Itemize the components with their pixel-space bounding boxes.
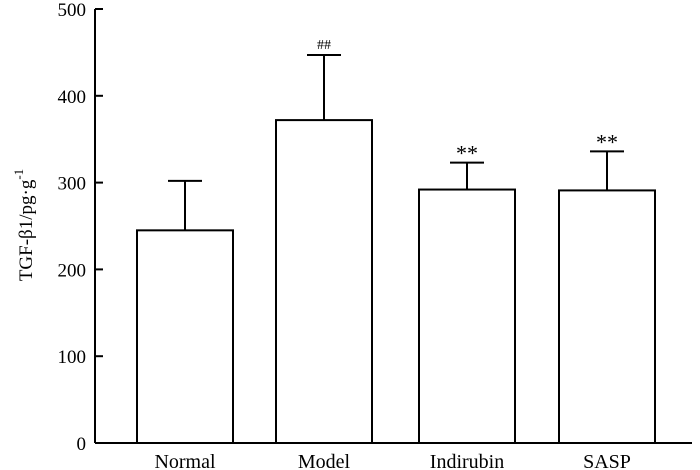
x-category-label: Indirubin — [430, 451, 504, 470]
y-tick-label: 500 — [58, 0, 87, 21]
bar-indirubin — [418, 188, 516, 444]
x-category-label: Normal — [154, 451, 216, 470]
bars — [136, 119, 656, 444]
y-tick-label: 200 — [58, 260, 87, 281]
x-axis-labels: Normal Model Indirubin SASP — [154, 451, 630, 470]
x-category-label: SASP — [583, 451, 631, 470]
x-category-label: Model — [298, 451, 351, 470]
bar-normal — [136, 229, 234, 444]
y-axis-ticks: 0 100 200 300 400 500 — [58, 0, 103, 455]
y-axis-title: TGF-β1/pg·g-1 — [11, 169, 37, 281]
significance-label: ** — [456, 141, 478, 166]
significance-label: ## — [317, 38, 331, 53]
error-bars — [168, 54, 624, 231]
significance-label: ** — [596, 129, 618, 154]
significance-labels: ## ** ** — [317, 38, 618, 166]
y-tick-label: 100 — [58, 347, 87, 368]
y-tick-label: 300 — [58, 174, 87, 195]
y-tick-label: 400 — [58, 87, 87, 108]
bar-model — [275, 119, 373, 444]
bar-sasp — [558, 189, 656, 444]
y-tick-label: 0 — [77, 434, 87, 455]
